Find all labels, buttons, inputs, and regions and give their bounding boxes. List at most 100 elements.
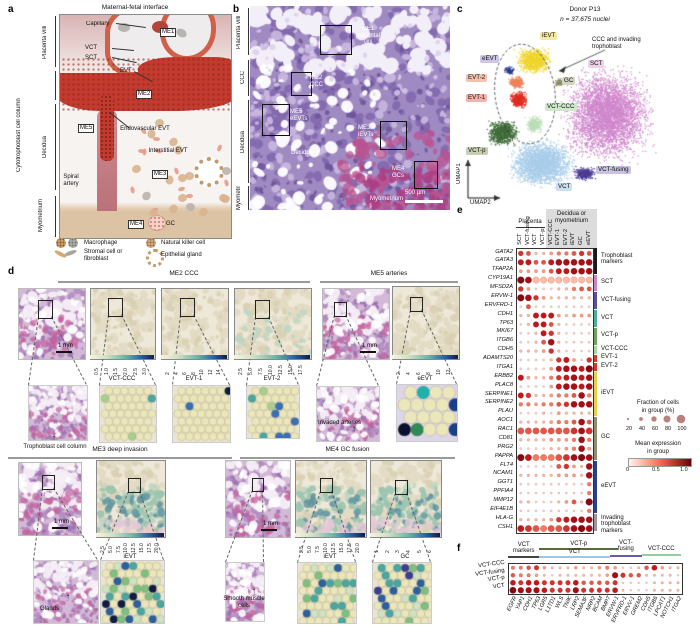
density-map-iEVT [96, 460, 166, 538]
dot [518, 402, 523, 407]
bracket [55, 71, 56, 100]
dot [660, 565, 665, 570]
dot [660, 588, 664, 592]
category-band-Trophoblast markers [594, 248, 597, 274]
map-name-label: VCT-CCC [108, 376, 136, 382]
dot [527, 447, 530, 450]
dot [534, 385, 538, 388]
dot [534, 349, 538, 353]
colorbar-tick: 5.0 [107, 546, 114, 553]
dot [525, 392, 532, 399]
gene-label-ITGB6: ITGB6 [496, 337, 513, 344]
dot [527, 509, 530, 513]
map-name-label: EVT-2 [263, 376, 281, 382]
colorbar-tick: 8 [426, 372, 432, 375]
dot [542, 393, 546, 398]
dot [604, 587, 610, 593]
dot [541, 402, 546, 407]
dot [571, 419, 577, 425]
panel-a-region-placenta: Placenta villi [42, 25, 48, 59]
gene-label-SERPINE1: SERPINE1 [484, 390, 513, 397]
dot [555, 427, 563, 435]
dot [527, 358, 530, 362]
dot [534, 573, 539, 578]
dot [587, 349, 591, 353]
dot [549, 375, 554, 380]
dot [571, 437, 577, 443]
size-dot [663, 415, 671, 423]
dot [585, 365, 593, 373]
dot [526, 518, 530, 522]
dot [565, 587, 571, 593]
dot [525, 259, 532, 266]
group-line-VCT-fusing [610, 555, 642, 557]
bracket [248, 186, 249, 210]
dot [510, 579, 516, 586]
dot [579, 313, 584, 318]
category-label: VCT-CCC [601, 345, 628, 352]
dot [563, 365, 570, 373]
dot [565, 580, 571, 586]
colorbar-tick: 6 [416, 372, 422, 375]
he-inset-annotation: Smooth muscle cells [223, 596, 265, 609]
dot [534, 367, 538, 371]
he-inset-image [33, 560, 99, 624]
dot [570, 516, 578, 524]
dot [526, 573, 531, 578]
dot [541, 580, 548, 586]
dot [579, 464, 584, 469]
dot [542, 385, 545, 388]
spot-inset-VCT-CCC [99, 385, 157, 443]
dot [612, 580, 618, 586]
gene-label-PLAU: PLAU [498, 408, 513, 415]
me-tag: ME2 [136, 90, 153, 99]
colorbar-tick: 5.0 [307, 546, 313, 553]
nk-cell-icon [146, 238, 156, 248]
cluster-label-eEVT: eEVT [480, 55, 500, 64]
dot [590, 566, 594, 570]
color-legend-tick: 0.5 [652, 467, 660, 473]
decidua-cell [152, 137, 160, 142]
dot [570, 267, 578, 275]
dot [518, 286, 524, 292]
dot [534, 438, 538, 442]
dot [558, 573, 562, 577]
dot [578, 258, 585, 266]
dot [534, 402, 538, 407]
dot [587, 296, 591, 300]
category-band-VCT-CCC [594, 345, 597, 354]
column-label-EVT-1: EVT-1 [555, 228, 562, 245]
dot [564, 500, 569, 504]
dot [578, 516, 585, 524]
dot [527, 482, 530, 486]
dot [585, 267, 593, 275]
dot [540, 321, 547, 328]
colorbar [370, 533, 440, 537]
category-label: GC [601, 434, 610, 441]
dot [572, 313, 576, 318]
dot [645, 589, 648, 592]
he-inset-image [225, 562, 265, 622]
dot [526, 313, 530, 318]
column-label-VCT-p: VCT-p [540, 228, 546, 245]
panel-a-region-ccc: Cytotrophoblast cell column [16, 98, 22, 172]
dot [557, 587, 563, 593]
scalebar-label: 1 mm [58, 343, 73, 349]
size-legend-tick: 100 [677, 426, 687, 432]
decidua-cell [177, 186, 185, 193]
dot [517, 453, 525, 462]
dot [527, 411, 530, 415]
histology-annotation: ME3 iEVTs [358, 125, 374, 138]
group-line-VCT-p [539, 548, 619, 550]
dot [549, 580, 555, 586]
cluster-label-VCT-CCC: VCT-CCC [545, 103, 577, 112]
dot [534, 482, 538, 486]
column-label-eEVT: eEVT [585, 230, 592, 246]
decidua-cell [167, 202, 180, 215]
roi-box [38, 300, 53, 319]
gene-label-CSH1: CSH1 [497, 523, 513, 530]
column-label-GC: GC [578, 236, 584, 245]
dot [527, 340, 530, 344]
dot [542, 573, 546, 577]
dot [586, 437, 592, 443]
